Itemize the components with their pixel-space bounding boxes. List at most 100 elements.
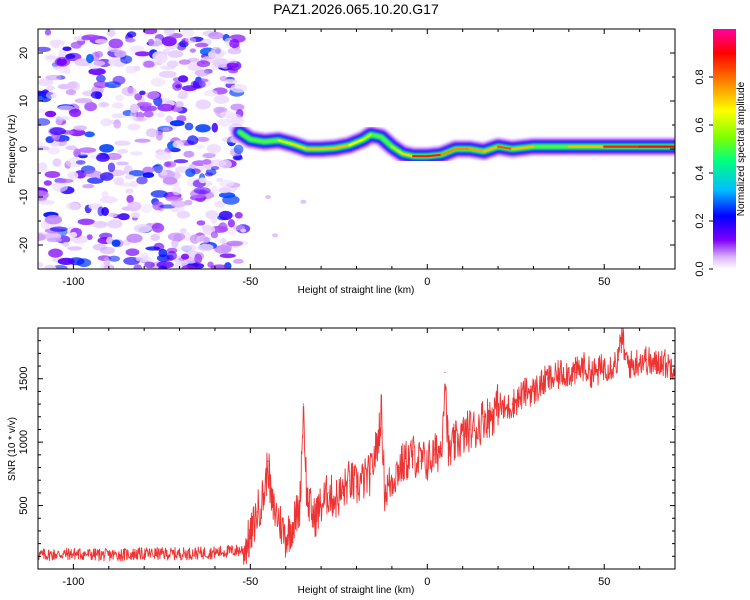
noise-blob — [144, 261, 155, 269]
noise-blob — [126, 31, 137, 38]
snr-point — [653, 365, 655, 367]
snr-point — [547, 378, 549, 380]
noise-blob — [65, 157, 83, 168]
noise-blob — [172, 81, 183, 91]
noise-blob — [129, 111, 137, 121]
noise-blob — [208, 31, 224, 40]
snr-point — [299, 505, 301, 507]
noise-blob — [106, 152, 122, 161]
snr-point — [518, 397, 520, 399]
noise-blob — [159, 70, 177, 78]
noise-blob — [38, 46, 51, 53]
noise-blob — [156, 254, 170, 262]
noise-blob — [54, 56, 71, 67]
snr-point — [504, 409, 506, 411]
snr-point — [380, 409, 382, 411]
noise-blob — [153, 163, 163, 174]
noise-blob — [129, 103, 140, 113]
noise-blob — [134, 138, 151, 143]
weak-point — [272, 233, 279, 238]
noise-blob — [219, 238, 227, 244]
noise-blob — [46, 237, 63, 243]
x-tick-label: -100 — [62, 576, 84, 588]
top-y-axis-label: Frequency (Hz) — [7, 115, 18, 184]
y-tick-label: 500 — [18, 496, 30, 514]
noise-blob — [197, 243, 214, 251]
y-tick-label: -20 — [18, 237, 30, 253]
noise-blob — [143, 110, 154, 118]
noise-blob — [38, 233, 46, 241]
noise-blob — [211, 46, 222, 54]
noise-blob — [171, 239, 179, 249]
noise-blob — [93, 81, 109, 89]
chart-title: PAZ1.2026.065.10.20.G17 — [273, 1, 439, 17]
noise-blob — [103, 257, 111, 267]
noise-blob — [195, 124, 211, 133]
bottom-x-ticks: -100 -50 0 50 — [37, 328, 676, 588]
snr-point — [667, 365, 669, 367]
noise-blob — [111, 239, 121, 247]
noise-blob — [38, 141, 44, 147]
snr-point — [327, 492, 329, 494]
noise-blob — [43, 180, 52, 186]
noise-blob — [133, 117, 147, 122]
noise-blob — [108, 38, 124, 49]
noise-blob — [211, 122, 218, 133]
noise-blob — [124, 174, 135, 180]
snr-point — [639, 359, 641, 361]
noise-blob — [107, 162, 116, 173]
snr-point — [440, 447, 442, 450]
noise-blob — [211, 185, 218, 195]
noise-blob — [150, 190, 168, 198]
colorbar-label: Normalized spectral amplitude — [736, 81, 747, 216]
y-tick-label: 20 — [18, 47, 30, 59]
noise-blob — [212, 58, 230, 68]
snr-point — [426, 460, 428, 462]
noise-blob — [115, 94, 124, 102]
noise-blob — [108, 255, 120, 262]
noise-blob — [213, 95, 230, 104]
noise-blob — [69, 108, 82, 118]
snr-point — [575, 371, 577, 373]
noise-blob — [225, 227, 237, 235]
noise-blob — [218, 192, 236, 199]
noise-blob — [179, 228, 187, 234]
noise-blob — [58, 49, 66, 60]
x-tick-label: 0 — [424, 576, 430, 588]
noise-blob — [198, 177, 207, 184]
noise-blob — [178, 90, 189, 100]
noise-blob — [230, 83, 248, 93]
snr-point — [313, 517, 315, 519]
noise-blob — [133, 264, 143, 269]
noise-blob — [154, 53, 168, 64]
snr-point — [285, 536, 287, 538]
noise-blob — [233, 258, 244, 264]
snr-point — [603, 365, 605, 367]
bottom-y-axis-label: SNR (10 * v/v) — [7, 417, 18, 481]
noise-blob — [142, 29, 158, 35]
colorbar-tick-label: 0.6 — [694, 117, 706, 132]
noise-blob — [133, 224, 152, 233]
noise-blob — [166, 60, 179, 68]
noise-blob — [223, 79, 238, 85]
weak-point — [240, 228, 247, 233]
noise-blob — [46, 85, 55, 91]
snr-point — [384, 492, 386, 494]
snr-point — [271, 505, 273, 507]
noise-blob — [218, 210, 233, 221]
snr-point — [511, 403, 513, 405]
noise-blob — [74, 98, 93, 104]
noise-blob — [52, 158, 62, 167]
top-y-ticks: -20 -10 0 10 20 — [18, 28, 675, 270]
noise-blob — [127, 123, 141, 131]
ridge-hot-segment — [511, 145, 535, 151]
noise-blob — [194, 144, 205, 149]
noise-blob — [211, 166, 220, 171]
noise-blob — [130, 151, 143, 156]
colorbar: 0.0 0.2 0.4 0.6 0.8 Normalized spectral ampl… — [694, 29, 747, 277]
noise-blob — [202, 152, 216, 159]
noise-blob — [114, 140, 131, 146]
ridge-hot-segment — [468, 147, 485, 153]
